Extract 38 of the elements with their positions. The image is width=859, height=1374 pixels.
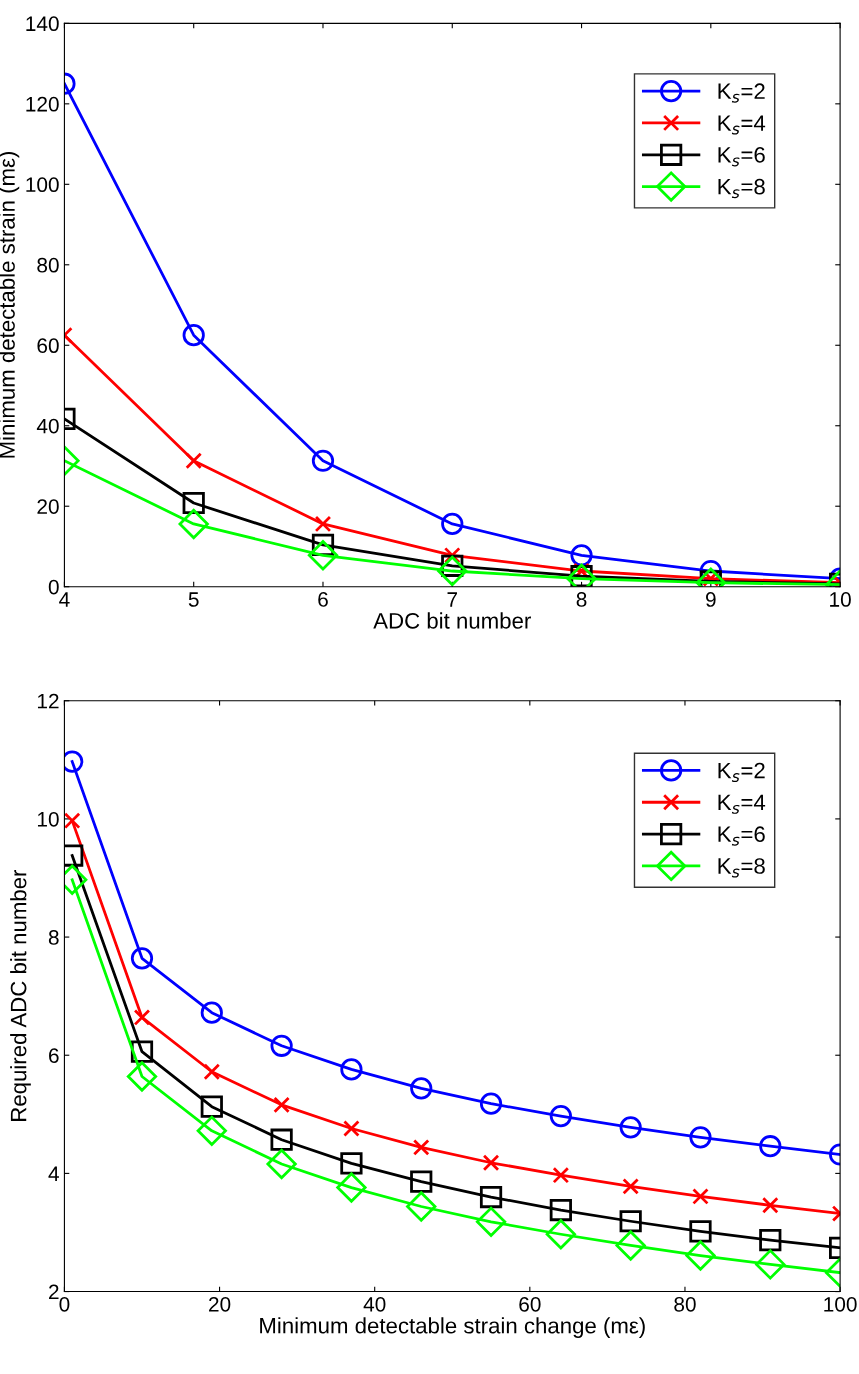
legend-label: K$_{s}$=8 — [718, 178, 765, 199]
x-tick-label: 8 — [576, 592, 587, 607]
y-axis-title: Required ADC bit number — [10, 869, 31, 1121]
y-tick-label: 80 — [37, 257, 59, 273]
legend-label: K$_{s}$=8 — [718, 858, 765, 878]
x-tick-label: 40 — [363, 1296, 386, 1312]
legend-label: K$_{s}$=6 — [718, 146, 765, 167]
y-tick-label: 10 — [37, 811, 59, 827]
y-tick-label: 120 — [26, 96, 59, 112]
y-tick-label: 12 — [37, 693, 59, 709]
x-axis-title: ADC bit number — [373, 612, 531, 629]
x-tick-label: 4 — [59, 592, 70, 607]
legend-label: K$_{s}$=2 — [718, 762, 765, 783]
x-tick-label: 5 — [188, 592, 199, 607]
y-tick-label: 0 — [48, 579, 59, 595]
y-tick-label: 6 — [49, 1048, 59, 1063]
legend-label: K$_{s}$=4 — [718, 115, 766, 135]
y-tick-label: 40 — [36, 418, 59, 434]
y-tick-label: 140 — [26, 16, 59, 32]
x-tick-label: 60 — [519, 1296, 541, 1312]
y-tick-label: 20 — [37, 499, 59, 514]
legend-label: K$_{s}$=4 — [718, 794, 766, 814]
x-tick-label: 20 — [209, 1296, 231, 1312]
y-tick-label: 100 — [26, 177, 59, 193]
y-tick-label: 60 — [37, 338, 59, 354]
x-tick-label: 100 — [824, 1296, 857, 1312]
y-tick-label: 2 — [49, 1284, 59, 1300]
y-tick-label: 4 — [48, 1166, 59, 1181]
x-tick-label: 10 — [830, 592, 851, 607]
x-tick-label: 7 — [447, 592, 458, 607]
legend-label: K$_{s}$=6 — [718, 826, 765, 846]
y-tick-label: 8 — [48, 930, 59, 945]
x-tick-label: 80 — [674, 1296, 696, 1312]
x-axis-title: Minimum detectable strain change (mε) — [260, 1317, 645, 1338]
x-tick-label: 0 — [59, 1296, 70, 1312]
x-tick-label: 9 — [706, 592, 716, 607]
x-tick-label: 6 — [318, 592, 328, 607]
legend-label: K$_{s}$=2 — [718, 83, 765, 103]
